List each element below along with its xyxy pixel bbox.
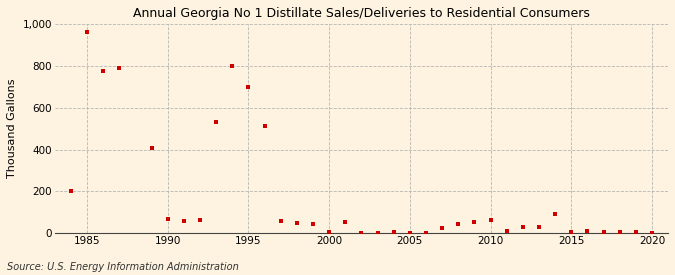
Point [65, 189, 76, 194]
Point [292, 221, 302, 225]
Point [566, 230, 576, 234]
Point [194, 218, 205, 222]
Point [146, 146, 157, 151]
Point [178, 219, 189, 223]
Point [98, 69, 109, 73]
Point [259, 124, 270, 129]
Point [308, 222, 319, 226]
Point [485, 218, 496, 222]
Point [340, 219, 351, 224]
Point [372, 230, 383, 235]
Point [437, 226, 448, 230]
Point [388, 230, 399, 234]
Point [275, 219, 286, 223]
Point [630, 230, 641, 234]
Point [82, 30, 92, 34]
Point [356, 231, 367, 235]
Title: Annual Georgia No 1 Distillate Sales/Deliveries to Residential Consumers: Annual Georgia No 1 Distillate Sales/Del… [133, 7, 590, 20]
Point [614, 230, 625, 234]
Point [469, 219, 480, 224]
Point [518, 225, 529, 229]
Point [114, 66, 125, 70]
Point [598, 230, 609, 234]
Point [582, 229, 593, 233]
Point [549, 212, 560, 217]
Text: Source: U.S. Energy Information Administration: Source: U.S. Energy Information Administ… [7, 262, 238, 272]
Point [163, 216, 173, 221]
Point [453, 222, 464, 226]
Point [227, 64, 238, 68]
Y-axis label: Thousand Gallons: Thousand Gallons [7, 79, 17, 178]
Point [324, 230, 335, 234]
Point [211, 120, 221, 125]
Point [421, 230, 431, 235]
Point [404, 231, 415, 235]
Point [243, 84, 254, 89]
Point [647, 230, 657, 235]
Point [533, 225, 544, 229]
Point [502, 229, 512, 233]
